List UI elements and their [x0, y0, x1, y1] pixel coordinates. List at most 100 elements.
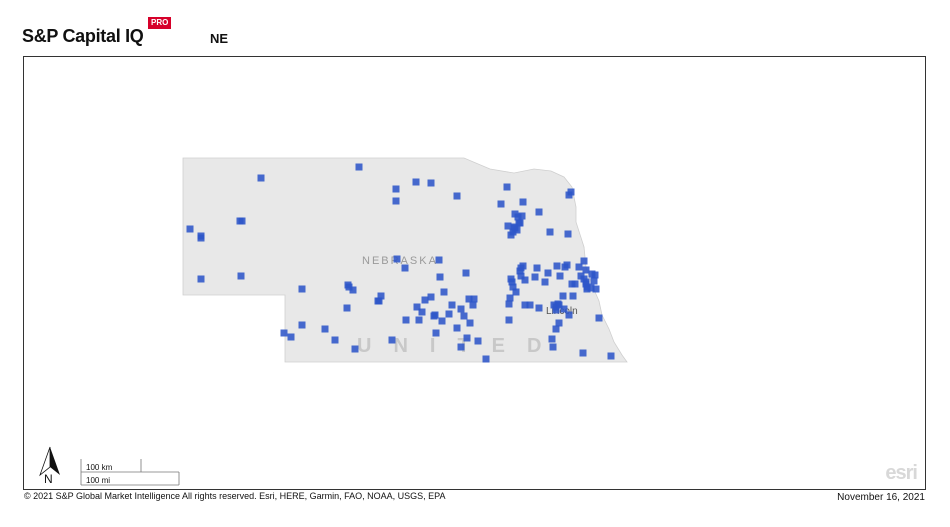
location-marker[interactable] — [571, 280, 579, 288]
location-marker[interactable] — [503, 183, 511, 191]
location-marker[interactable] — [470, 295, 478, 303]
location-marker[interactable] — [375, 297, 383, 305]
location-marker[interactable] — [508, 278, 516, 286]
location-marker[interactable] — [453, 192, 461, 200]
location-marker[interactable] — [507, 231, 515, 239]
location-marker[interactable] — [519, 262, 527, 270]
location-marker[interactable] — [438, 317, 446, 325]
location-marker[interactable] — [590, 277, 598, 285]
location-marker[interactable] — [509, 283, 517, 291]
location-marker[interactable] — [421, 296, 429, 304]
location-marker[interactable] — [287, 333, 295, 341]
location-marker[interactable] — [344, 281, 352, 289]
location-marker[interactable] — [415, 316, 423, 324]
location-marker[interactable] — [462, 269, 470, 277]
location-marker[interactable] — [435, 256, 443, 264]
location-marker[interactable] — [505, 300, 513, 308]
location-marker[interactable] — [552, 325, 560, 333]
location-marker[interactable] — [186, 225, 194, 233]
location-marker[interactable] — [237, 272, 245, 280]
location-marker[interactable] — [506, 294, 514, 302]
location-marker[interactable] — [517, 272, 525, 280]
location-marker[interactable] — [257, 174, 265, 182]
location-marker[interactable] — [392, 185, 400, 193]
location-marker[interactable] — [482, 355, 490, 363]
location-marker[interactable] — [440, 288, 448, 296]
map-frame[interactable]: NEBRASKA UNITED Lincoln N 100 km 100 mi … — [23, 56, 926, 490]
location-marker[interactable] — [541, 278, 549, 286]
location-marker[interactable] — [587, 284, 595, 292]
location-marker[interactable] — [516, 219, 524, 227]
location-marker[interactable] — [512, 288, 520, 296]
location-marker[interactable] — [280, 329, 288, 337]
location-marker[interactable] — [448, 301, 456, 309]
location-marker[interactable] — [377, 292, 385, 300]
location-marker[interactable] — [413, 303, 421, 311]
location-marker[interactable] — [564, 230, 572, 238]
location-marker[interactable] — [519, 198, 527, 206]
location-marker[interactable] — [521, 276, 529, 284]
location-marker[interactable] — [463, 334, 471, 342]
location-marker[interactable] — [553, 262, 561, 270]
location-marker[interactable] — [575, 263, 583, 271]
location-marker[interactable] — [556, 272, 564, 280]
location-marker[interactable] — [514, 213, 522, 221]
location-marker[interactable] — [580, 257, 588, 265]
location-marker[interactable] — [474, 337, 482, 345]
location-marker[interactable] — [436, 273, 444, 281]
location-marker[interactable] — [418, 308, 426, 316]
location-marker[interactable] — [579, 349, 587, 357]
location-marker[interactable] — [518, 212, 526, 220]
location-marker[interactable] — [565, 311, 573, 319]
location-marker[interactable] — [526, 301, 534, 309]
location-marker[interactable] — [554, 300, 562, 308]
location-marker[interactable] — [321, 325, 329, 333]
location-marker[interactable] — [533, 264, 541, 272]
location-marker[interactable] — [505, 316, 513, 324]
location-marker[interactable] — [497, 200, 505, 208]
location-marker[interactable] — [591, 271, 599, 279]
location-marker[interactable] — [343, 304, 351, 312]
location-marker[interactable] — [388, 336, 396, 344]
location-marker[interactable] — [549, 343, 557, 351]
location-marker[interactable] — [393, 255, 401, 263]
location-marker[interactable] — [607, 352, 615, 360]
location-marker[interactable] — [582, 266, 590, 274]
location-marker[interactable] — [583, 285, 591, 293]
location-marker[interactable] — [548, 335, 556, 343]
location-marker[interactable] — [552, 306, 560, 314]
location-marker[interactable] — [401, 264, 409, 272]
location-marker[interactable] — [298, 285, 306, 293]
location-marker[interactable] — [560, 305, 568, 313]
location-marker[interactable] — [595, 314, 603, 322]
location-marker[interactable] — [236, 217, 244, 225]
map-canvas[interactable]: NEBRASKA UNITED Lincoln — [24, 57, 926, 490]
location-marker[interactable] — [402, 316, 410, 324]
location-marker[interactable] — [197, 234, 205, 242]
location-marker[interactable] — [561, 263, 569, 271]
location-marker[interactable] — [469, 301, 477, 309]
location-marker[interactable] — [511, 224, 519, 232]
location-marker[interactable] — [569, 292, 577, 300]
location-marker[interactable] — [466, 319, 474, 327]
location-marker[interactable] — [457, 343, 465, 351]
location-marker[interactable] — [351, 345, 359, 353]
location-marker[interactable] — [298, 321, 306, 329]
location-marker[interactable] — [465, 295, 473, 303]
location-marker[interactable] — [412, 178, 420, 186]
location-marker[interactable] — [544, 269, 552, 277]
location-marker[interactable] — [535, 304, 543, 312]
location-marker[interactable] — [331, 336, 339, 344]
location-marker[interactable] — [355, 163, 363, 171]
location-marker[interactable] — [516, 267, 524, 275]
location-marker[interactable] — [531, 273, 539, 281]
location-marker[interactable] — [430, 312, 438, 320]
location-marker[interactable] — [546, 228, 554, 236]
location-marker[interactable] — [559, 292, 567, 300]
location-marker[interactable] — [349, 286, 357, 294]
location-marker[interactable] — [445, 310, 453, 318]
location-marker[interactable] — [457, 305, 465, 313]
location-marker[interactable] — [582, 278, 590, 286]
location-marker[interactable] — [592, 285, 600, 293]
location-marker[interactable] — [460, 312, 468, 320]
